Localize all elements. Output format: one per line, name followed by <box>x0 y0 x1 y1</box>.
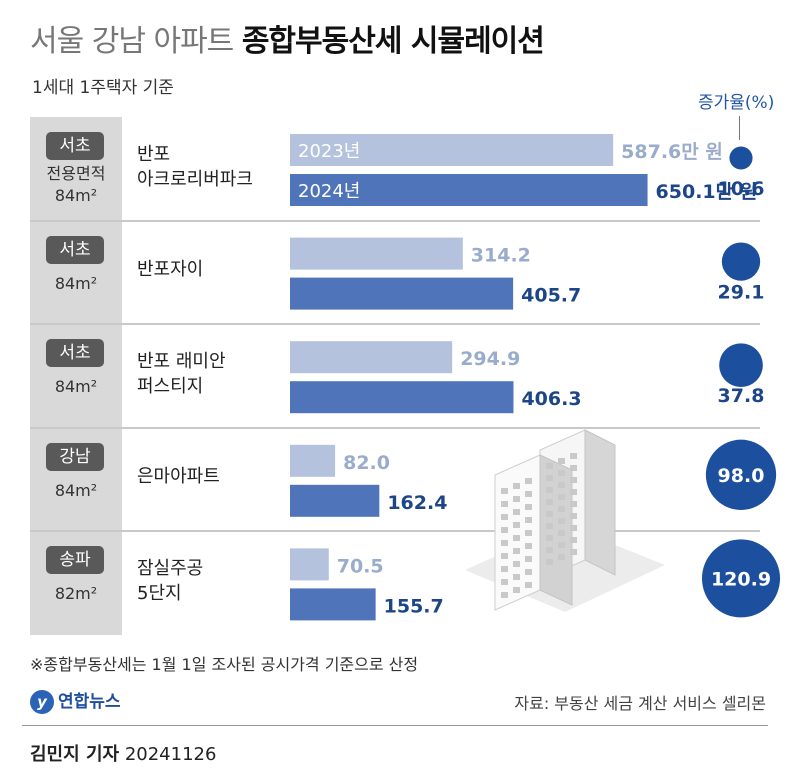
byline: 김민지 기자 20241126 <box>30 740 216 766</box>
unit-size: 84m² <box>54 377 98 397</box>
value-label-2024: 405.7 <box>521 285 581 307</box>
bar-2023 <box>290 134 614 166</box>
logo: y 연합뉴스 <box>30 687 121 714</box>
value-label-2024: 650.1만 원 <box>656 181 758 203</box>
row-divider <box>30 426 760 429</box>
district-badge: 강남 <box>46 442 104 471</box>
footnote: ※종합부동산세는 1월 1일 조사된 공시가격 기준으로 산정 <box>30 655 419 674</box>
logo-text: 연합뉴스 <box>58 692 121 712</box>
bar-2023 <box>290 444 336 477</box>
growth-rate-label: 120.9 <box>711 568 771 590</box>
apartment-name: 은마아파트 <box>137 465 220 487</box>
district-badge: 서초 <box>46 339 104 368</box>
source-note: 자료: 부동산 세금 계산 서비스 셀리몬 <box>514 694 766 713</box>
bar-2024 <box>290 381 514 414</box>
series-label-2024: 2024년 <box>298 181 360 202</box>
growth-rate-header: 증가율(%) <box>698 93 775 113</box>
building-illustration <box>465 429 665 612</box>
district-badge: 송파 <box>46 546 104 575</box>
reporter-name: 김민지 기자 <box>30 744 120 765</box>
byline-date: 20241126 <box>124 744 217 765</box>
growth-bubble <box>701 539 781 618</box>
value-label-2023: 294.9 <box>460 348 520 370</box>
unit-size: 전용면적 84m² <box>46 164 106 205</box>
bar-2024 <box>290 277 514 310</box>
title-part1: 서울 강남 아파트 <box>30 24 234 59</box>
page-title: 서울 강남 아파트 종합부동산세 시뮬레이션 <box>30 16 545 60</box>
growth-bubble <box>729 146 753 170</box>
growth-rate-label: 10.6 <box>718 178 765 200</box>
title-part2: 종합부동산세 시뮬레이션 <box>241 24 545 59</box>
district-badge: 서초 <box>46 132 104 160</box>
subtitle: 1세대 1주택자 기준 <box>32 78 174 98</box>
unit-size: 82m² <box>54 584 98 604</box>
district-badge: 서초 <box>46 235 104 264</box>
logo-icon: y <box>30 690 54 714</box>
row-divider <box>30 323 760 326</box>
apartment-name: 반포 아크로리버파크 <box>137 144 253 190</box>
bar-2023 <box>290 548 329 581</box>
bar-2024 <box>290 174 648 206</box>
growth-bubble <box>719 343 763 388</box>
bar-2024 <box>290 588 376 621</box>
value-label-2024: 155.7 <box>384 595 444 617</box>
value-label-2023: 314.2 <box>471 245 531 267</box>
bar-2023 <box>290 341 453 374</box>
growth-rate-label: 37.8 <box>718 385 765 407</box>
value-label-2023: 82.0 <box>343 452 390 474</box>
row-divider <box>30 530 760 533</box>
growth-bubble <box>721 242 761 281</box>
divider <box>22 725 768 726</box>
growth-rate-tick <box>739 116 740 140</box>
unit-size: 84m² <box>54 273 98 293</box>
value-label-2023: 70.5 <box>337 555 384 577</box>
apartment-name: 잠실주공 5단지 <box>137 558 204 605</box>
value-label-2024: 162.4 <box>387 492 447 514</box>
unit-size: 84m² <box>54 480 98 500</box>
value-label-2023: 587.6만 원 <box>621 141 723 163</box>
value-label-2024: 406.3 <box>521 388 581 410</box>
row-divider <box>30 219 760 222</box>
apartment-name: 반포자이 <box>137 258 204 280</box>
growth-rate-label: 98.0 <box>718 465 765 487</box>
bar-2023 <box>290 237 463 270</box>
bar-2024 <box>290 484 380 517</box>
growth-bubble <box>705 439 777 510</box>
growth-rate-label: 29.1 <box>718 282 765 304</box>
series-label-2023: 2023년 <box>298 141 360 162</box>
apartment-name: 반포 래미안 퍼스티지 <box>137 351 226 398</box>
